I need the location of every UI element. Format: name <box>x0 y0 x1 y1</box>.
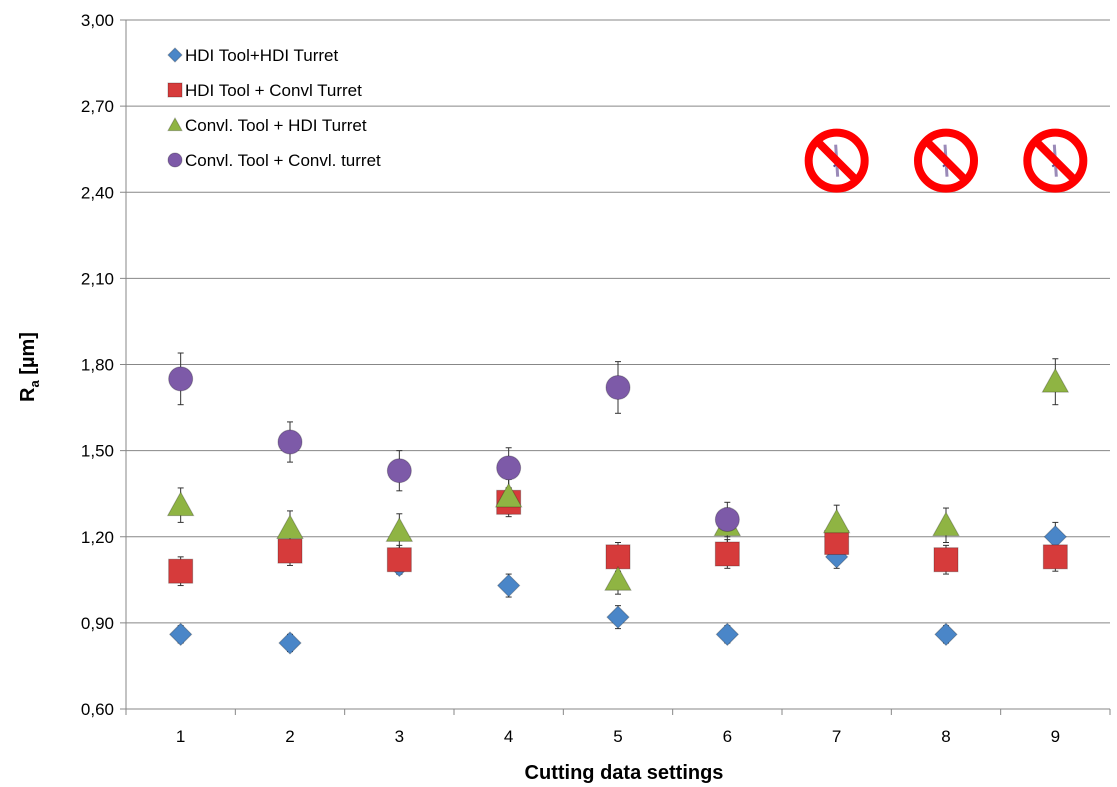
x-tick-label: 7 <box>832 727 841 746</box>
data-point-square <box>168 558 194 584</box>
legend-label: Convl. Tool + Convl. turret <box>185 151 381 170</box>
x-tick-label: 4 <box>504 727 513 746</box>
legend-entry: Convl. Tool + Convl. turret <box>167 151 381 170</box>
y-tick-label: 0,60 <box>81 700 114 719</box>
x-axis-title: Cutting data settings <box>525 762 724 784</box>
x-tick-label: 2 <box>285 727 294 746</box>
data-point-triangle <box>276 514 304 540</box>
data-point-triangle <box>1041 367 1070 393</box>
data-point-circle <box>714 507 740 533</box>
y-tick-label: 2,70 <box>81 97 114 116</box>
data-point-triangle <box>604 565 632 591</box>
y-tick-label: 1,20 <box>81 528 114 547</box>
legend-entry: HDI Tool + Convl Turret <box>167 81 362 100</box>
data-point-circle <box>168 366 194 392</box>
data-point-triangle <box>166 491 195 517</box>
data-point-diamond <box>606 605 630 629</box>
data-point-circle <box>496 455 522 481</box>
data-point-circle <box>605 374 631 400</box>
no-sign-slash <box>923 137 969 184</box>
y-tick-label: 1,80 <box>81 356 114 375</box>
y-tick-label: 2,40 <box>81 183 114 202</box>
data-point-triangle <box>385 516 414 542</box>
legend-marker-square <box>167 82 183 98</box>
y-tick-label: 0,90 <box>81 614 114 633</box>
data-point-square <box>605 544 631 570</box>
y-axis-title-main: R <box>17 387 39 402</box>
data-point-circle <box>386 458 412 484</box>
data-point-triangle <box>932 511 960 537</box>
legend-marker-diamond <box>167 47 183 63</box>
data-point-diamond <box>496 573 521 598</box>
data-point-square <box>1042 544 1068 570</box>
data-point-triangle <box>822 508 851 534</box>
legend-marker-triangle <box>167 116 183 132</box>
y-axis-title: Ra [µm] <box>17 332 42 402</box>
x-tick-label: 3 <box>395 727 404 746</box>
legend-label: HDI Tool + Convl Turret <box>185 81 362 100</box>
x-axis-ticks: 1 2 3 4 5 6 7 8 9 <box>176 727 1060 746</box>
y-axis-ticks: 0,60 0,90 1,20 1,50 1,80 2,10 2,40 2,70 3,00 <box>81 11 114 719</box>
x-tick-label: 8 <box>941 727 950 746</box>
data-point-circle <box>277 429 303 455</box>
legend-marker-circle <box>167 152 183 168</box>
data-point-square <box>714 541 740 567</box>
no-entry-drill-icon <box>804 128 869 193</box>
unavailable-markers <box>804 128 1088 193</box>
x-tick-label: 6 <box>723 727 732 746</box>
y-tick-label: 1,50 <box>81 442 114 461</box>
data-point-diamond <box>168 622 193 647</box>
legend-entry: HDI Tool+HDI Turret <box>167 46 338 65</box>
data-points <box>166 366 1070 655</box>
x-tick-label: 1 <box>176 727 185 746</box>
no-entry-drill-icon <box>914 128 978 193</box>
data-point-square <box>933 547 959 573</box>
no-sign-slash <box>1032 137 1079 184</box>
data-point-square <box>824 529 850 555</box>
axes <box>120 19 1111 715</box>
data-point-triangle <box>494 482 523 508</box>
no-sign-slash <box>813 137 860 184</box>
y-tick-label: 3,00 <box>81 11 114 30</box>
data-point-diamond <box>934 622 958 647</box>
no-entry-drill-icon <box>1023 128 1088 193</box>
y-tick-label: 2,10 <box>81 269 114 288</box>
data-point-diamond <box>715 622 740 647</box>
legend: HDI Tool+HDI Turret HDI Tool + Convl Turr… <box>167 46 381 170</box>
data-point-diamond <box>278 631 302 655</box>
legend-label: Convl. Tool + HDI Turret <box>185 116 367 135</box>
data-point-square <box>277 538 303 564</box>
x-tick-label: 9 <box>1051 727 1060 746</box>
legend-label: HDI Tool+HDI Turret <box>185 46 338 65</box>
data-point-square <box>386 547 412 573</box>
x-tick-label: 5 <box>613 727 622 746</box>
legend-entry: Convl. Tool + HDI Turret <box>167 116 367 135</box>
y-axis-title-unit: [µm] <box>17 332 39 380</box>
y-axis-title-subscript: a <box>27 379 42 387</box>
